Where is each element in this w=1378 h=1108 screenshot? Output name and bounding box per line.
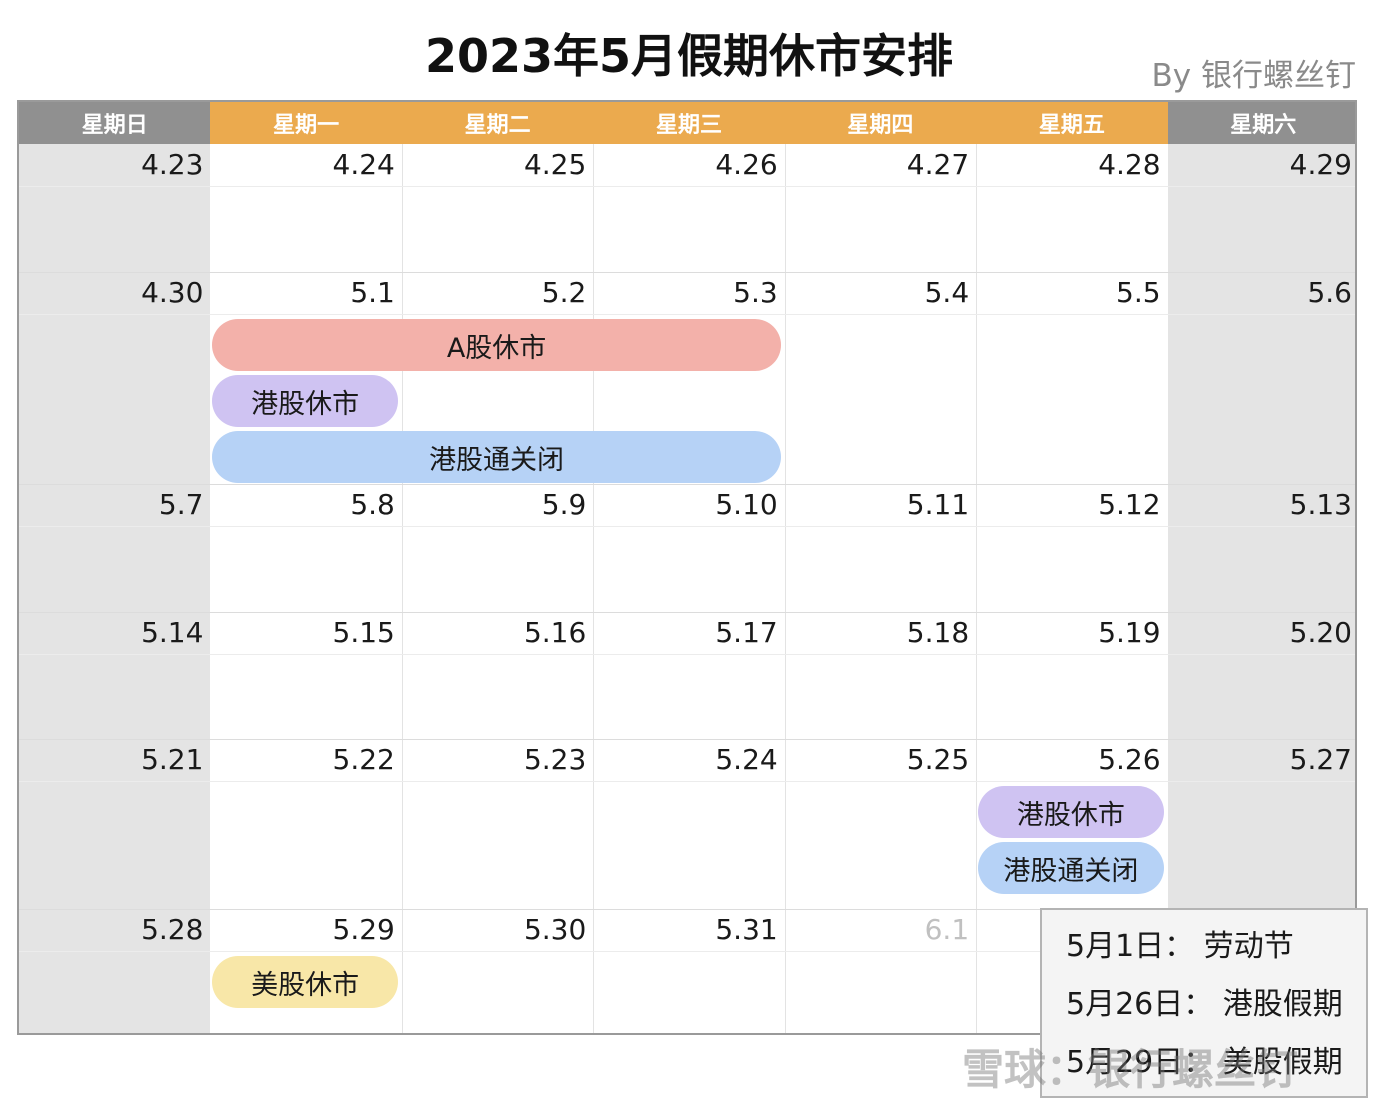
event-pill: 港股通关闭 (212, 431, 781, 483)
calendar-date: 5.13 (1289, 488, 1352, 521)
week-row-divider (19, 484, 1355, 485)
event-pill: 美股休市 (212, 956, 398, 1008)
calendar-date: 5.28 (141, 913, 204, 946)
weekday-header: 星期四 (784, 102, 977, 144)
calendar-date: 5.26 (1098, 743, 1161, 776)
column-background (402, 102, 593, 1033)
column-divider (976, 144, 978, 1033)
calendar-date: 5.22 (332, 743, 395, 776)
event-pill: 港股休市 (212, 375, 398, 427)
calendar-date: 5.14 (141, 616, 204, 649)
weekday-header: 星期一 (210, 102, 402, 144)
calendar-date: 5.2 (541, 276, 587, 309)
column-background (593, 102, 784, 1033)
holiday-legend: 5月1日： 劳动节 5月26日： 港股假期 5月29日： 美股假期 (1040, 908, 1368, 1098)
calendar-date: 5.9 (541, 488, 587, 521)
date-underline (19, 314, 1355, 315)
column-background (19, 102, 211, 1033)
calendar-date: 5.24 (715, 743, 778, 776)
calendar-date: 4.26 (715, 148, 778, 181)
event-pill: A股休市 (212, 319, 781, 371)
calendar-date: 5.8 (350, 488, 395, 521)
calendar-date: 5.29 (332, 913, 395, 946)
calendar-grid: 星期日 星期一 星期二 星期三 星期四 星期五 星期六 4.23 4.24 4.25 4.26 4.2… (17, 100, 1357, 1035)
date-underline (19, 526, 1355, 527)
page-title: 2023年5月假期休市安排 (424, 29, 954, 83)
calendar-date: 4.30 (141, 276, 204, 309)
calendar-date: 5.4 (924, 276, 970, 309)
calendar-date: 4.25 (523, 148, 587, 181)
column-divider (401, 144, 403, 1033)
calendar-date: 5.5 (1116, 276, 1161, 309)
date-underline (19, 186, 1355, 187)
legend-item-hk-holiday: 5月26日： 港股假期 (1066, 987, 1343, 1022)
calendar-date: 5.23 (523, 743, 587, 776)
event-pill: 港股休市 (978, 786, 1164, 838)
calendar-date: 5.16 (523, 616, 587, 649)
legend-item-us-holiday: 5月29日： 美股假期 (1066, 1045, 1343, 1080)
weekday-header: 星期三 (593, 102, 785, 144)
calendar-date: 5.3 (733, 276, 778, 309)
calendar-date: 5.17 (715, 616, 778, 649)
week-row-divider (19, 612, 1355, 613)
calendar-date: 5.21 (141, 743, 204, 776)
calendar-date: 4.24 (332, 148, 395, 181)
weekday-header: 星期二 (401, 102, 594, 144)
calendar-date: 4.29 (1289, 148, 1352, 181)
column-background (210, 102, 401, 1033)
column-background (1167, 102, 1355, 1033)
calendar-date: 4.23 (141, 148, 204, 181)
event-pill: 港股通关闭 (978, 842, 1164, 894)
calendar-date: 5.27 (1289, 743, 1352, 776)
calendar-date: 5.10 (715, 488, 778, 521)
calendar-date: 5.19 (1098, 616, 1161, 649)
calendar-date: 5.30 (523, 913, 587, 946)
column-divider (784, 144, 786, 1033)
calendar-date: 4.28 (1098, 148, 1161, 181)
calendar-date: 6.1 (924, 913, 970, 946)
calendar-date: 4.27 (906, 148, 970, 181)
calendar-date: 5.7 (158, 488, 204, 521)
date-underline (19, 781, 1355, 782)
calendar-date: 5.18 (906, 616, 970, 649)
calendar-date: 5.12 (1098, 488, 1161, 521)
calendar-date: 5.31 (715, 913, 778, 946)
calendar-date: 5.11 (906, 488, 970, 521)
column-background (785, 102, 976, 1033)
date-underline (19, 951, 1355, 952)
week-row-divider (19, 272, 1355, 273)
author-byline: By 银行螺丝钉 (1151, 58, 1356, 94)
weekday-header: 星期六 (1167, 102, 1355, 144)
week-row-divider (19, 909, 1355, 910)
date-underline (19, 654, 1355, 655)
calendar-date: 5.15 (332, 616, 395, 649)
weekday-header: 星期日 (19, 102, 211, 144)
legend-item-labor-day: 5月1日： 劳动节 (1066, 929, 1294, 964)
weekday-header: 星期五 (976, 102, 1168, 144)
calendar-date: 5.20 (1289, 616, 1352, 649)
calendar-date: 5.1 (350, 276, 395, 309)
column-divider (593, 144, 595, 1033)
calendar-date: 5.25 (906, 743, 970, 776)
calendar-date: 5.6 (1307, 276, 1352, 309)
week-row-divider (19, 739, 1355, 740)
